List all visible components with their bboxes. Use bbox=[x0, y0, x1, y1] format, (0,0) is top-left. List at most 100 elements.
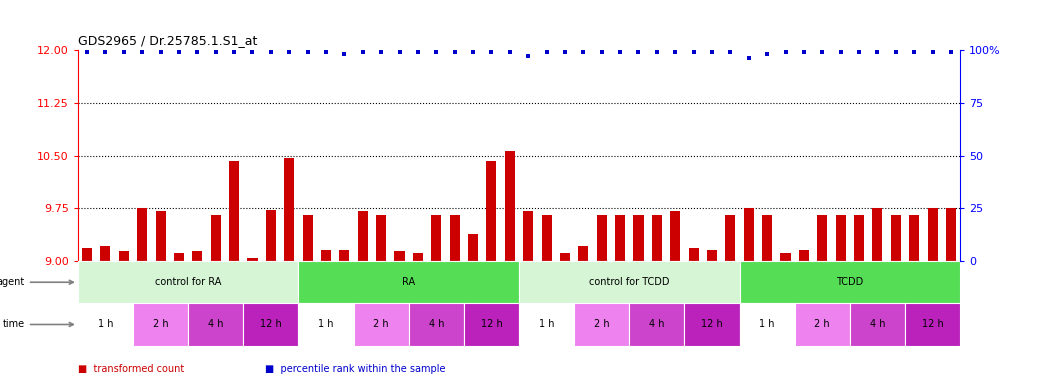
Point bbox=[318, 49, 334, 55]
Point bbox=[79, 49, 95, 55]
Bar bbox=[266, 210, 276, 261]
Text: 12 h: 12 h bbox=[701, 319, 722, 329]
Bar bbox=[836, 215, 846, 261]
Bar bbox=[854, 215, 864, 261]
Bar bbox=[688, 248, 699, 261]
Bar bbox=[909, 215, 920, 261]
Bar bbox=[118, 251, 129, 261]
Bar bbox=[321, 250, 331, 261]
Bar bbox=[354, 303, 409, 346]
Bar bbox=[247, 258, 257, 261]
Text: TCDD: TCDD bbox=[837, 277, 864, 287]
Text: 1 h: 1 h bbox=[539, 319, 554, 329]
Bar bbox=[652, 215, 662, 261]
Bar bbox=[82, 248, 92, 261]
Point bbox=[465, 49, 482, 55]
Point bbox=[98, 49, 114, 55]
Point bbox=[667, 49, 684, 55]
Bar bbox=[629, 303, 684, 346]
Point bbox=[649, 49, 665, 55]
Text: 2 h: 2 h bbox=[153, 319, 168, 329]
Bar bbox=[574, 303, 629, 346]
Bar bbox=[376, 215, 386, 261]
Text: control for RA: control for RA bbox=[155, 277, 221, 287]
Bar bbox=[762, 215, 772, 261]
Bar bbox=[905, 303, 960, 346]
Point bbox=[575, 49, 592, 55]
Bar bbox=[872, 208, 882, 261]
Text: 12 h: 12 h bbox=[922, 319, 944, 329]
Bar bbox=[578, 247, 589, 261]
Bar bbox=[78, 261, 299, 303]
Bar bbox=[795, 303, 850, 346]
Point bbox=[887, 49, 904, 55]
Text: time: time bbox=[3, 319, 74, 329]
Point bbox=[943, 49, 959, 55]
Text: 12 h: 12 h bbox=[481, 319, 502, 329]
Point bbox=[336, 51, 353, 57]
Bar bbox=[156, 211, 166, 261]
Text: 12 h: 12 h bbox=[260, 319, 281, 329]
Bar bbox=[211, 215, 221, 261]
Text: 2 h: 2 h bbox=[815, 319, 830, 329]
Text: control for TCDD: control for TCDD bbox=[589, 277, 670, 287]
Bar bbox=[229, 161, 239, 261]
Point bbox=[391, 49, 408, 55]
Point bbox=[170, 49, 187, 55]
Point bbox=[556, 49, 573, 55]
Bar bbox=[284, 157, 295, 261]
Bar bbox=[684, 303, 739, 346]
Bar bbox=[299, 303, 354, 346]
Bar bbox=[850, 303, 905, 346]
Text: ■  percentile rank within the sample: ■ percentile rank within the sample bbox=[265, 364, 445, 374]
Bar bbox=[243, 303, 299, 346]
Bar bbox=[413, 253, 422, 261]
Point bbox=[299, 49, 316, 55]
Point bbox=[795, 49, 812, 55]
Point bbox=[134, 49, 151, 55]
Bar bbox=[137, 208, 147, 261]
Text: 4 h: 4 h bbox=[870, 319, 885, 329]
Text: 1 h: 1 h bbox=[760, 319, 775, 329]
Bar bbox=[409, 303, 464, 346]
Bar bbox=[394, 250, 405, 261]
Point bbox=[189, 49, 206, 55]
Bar bbox=[192, 250, 202, 261]
Text: 4 h: 4 h bbox=[649, 319, 664, 329]
Bar bbox=[671, 211, 680, 261]
Bar bbox=[487, 161, 496, 261]
Bar bbox=[358, 211, 367, 261]
Text: 1 h: 1 h bbox=[98, 319, 113, 329]
Bar bbox=[78, 303, 133, 346]
Point bbox=[483, 49, 499, 55]
Text: 4 h: 4 h bbox=[208, 319, 223, 329]
Point bbox=[115, 49, 132, 55]
Point bbox=[208, 49, 224, 55]
Point bbox=[611, 49, 628, 55]
Bar bbox=[739, 303, 795, 346]
Bar bbox=[464, 303, 519, 346]
Bar bbox=[559, 253, 570, 261]
Bar bbox=[468, 234, 479, 261]
Point bbox=[594, 49, 610, 55]
Bar bbox=[299, 261, 519, 303]
Point bbox=[263, 49, 279, 55]
Point bbox=[520, 53, 537, 59]
Bar bbox=[597, 215, 607, 261]
Bar bbox=[928, 208, 937, 261]
Bar bbox=[519, 303, 574, 346]
Text: RA: RA bbox=[402, 277, 415, 287]
Point bbox=[832, 49, 849, 55]
Point bbox=[501, 49, 518, 55]
Bar bbox=[339, 250, 350, 261]
Text: 2 h: 2 h bbox=[594, 319, 609, 329]
Bar bbox=[542, 215, 551, 261]
Point bbox=[428, 49, 444, 55]
Text: GDS2965 / Dr.25785.1.S1_at: GDS2965 / Dr.25785.1.S1_at bbox=[78, 34, 257, 47]
Bar bbox=[616, 215, 625, 261]
Bar bbox=[174, 253, 184, 261]
Point bbox=[281, 49, 298, 55]
Text: 2 h: 2 h bbox=[374, 319, 389, 329]
Bar bbox=[726, 215, 736, 261]
Point bbox=[704, 49, 720, 55]
